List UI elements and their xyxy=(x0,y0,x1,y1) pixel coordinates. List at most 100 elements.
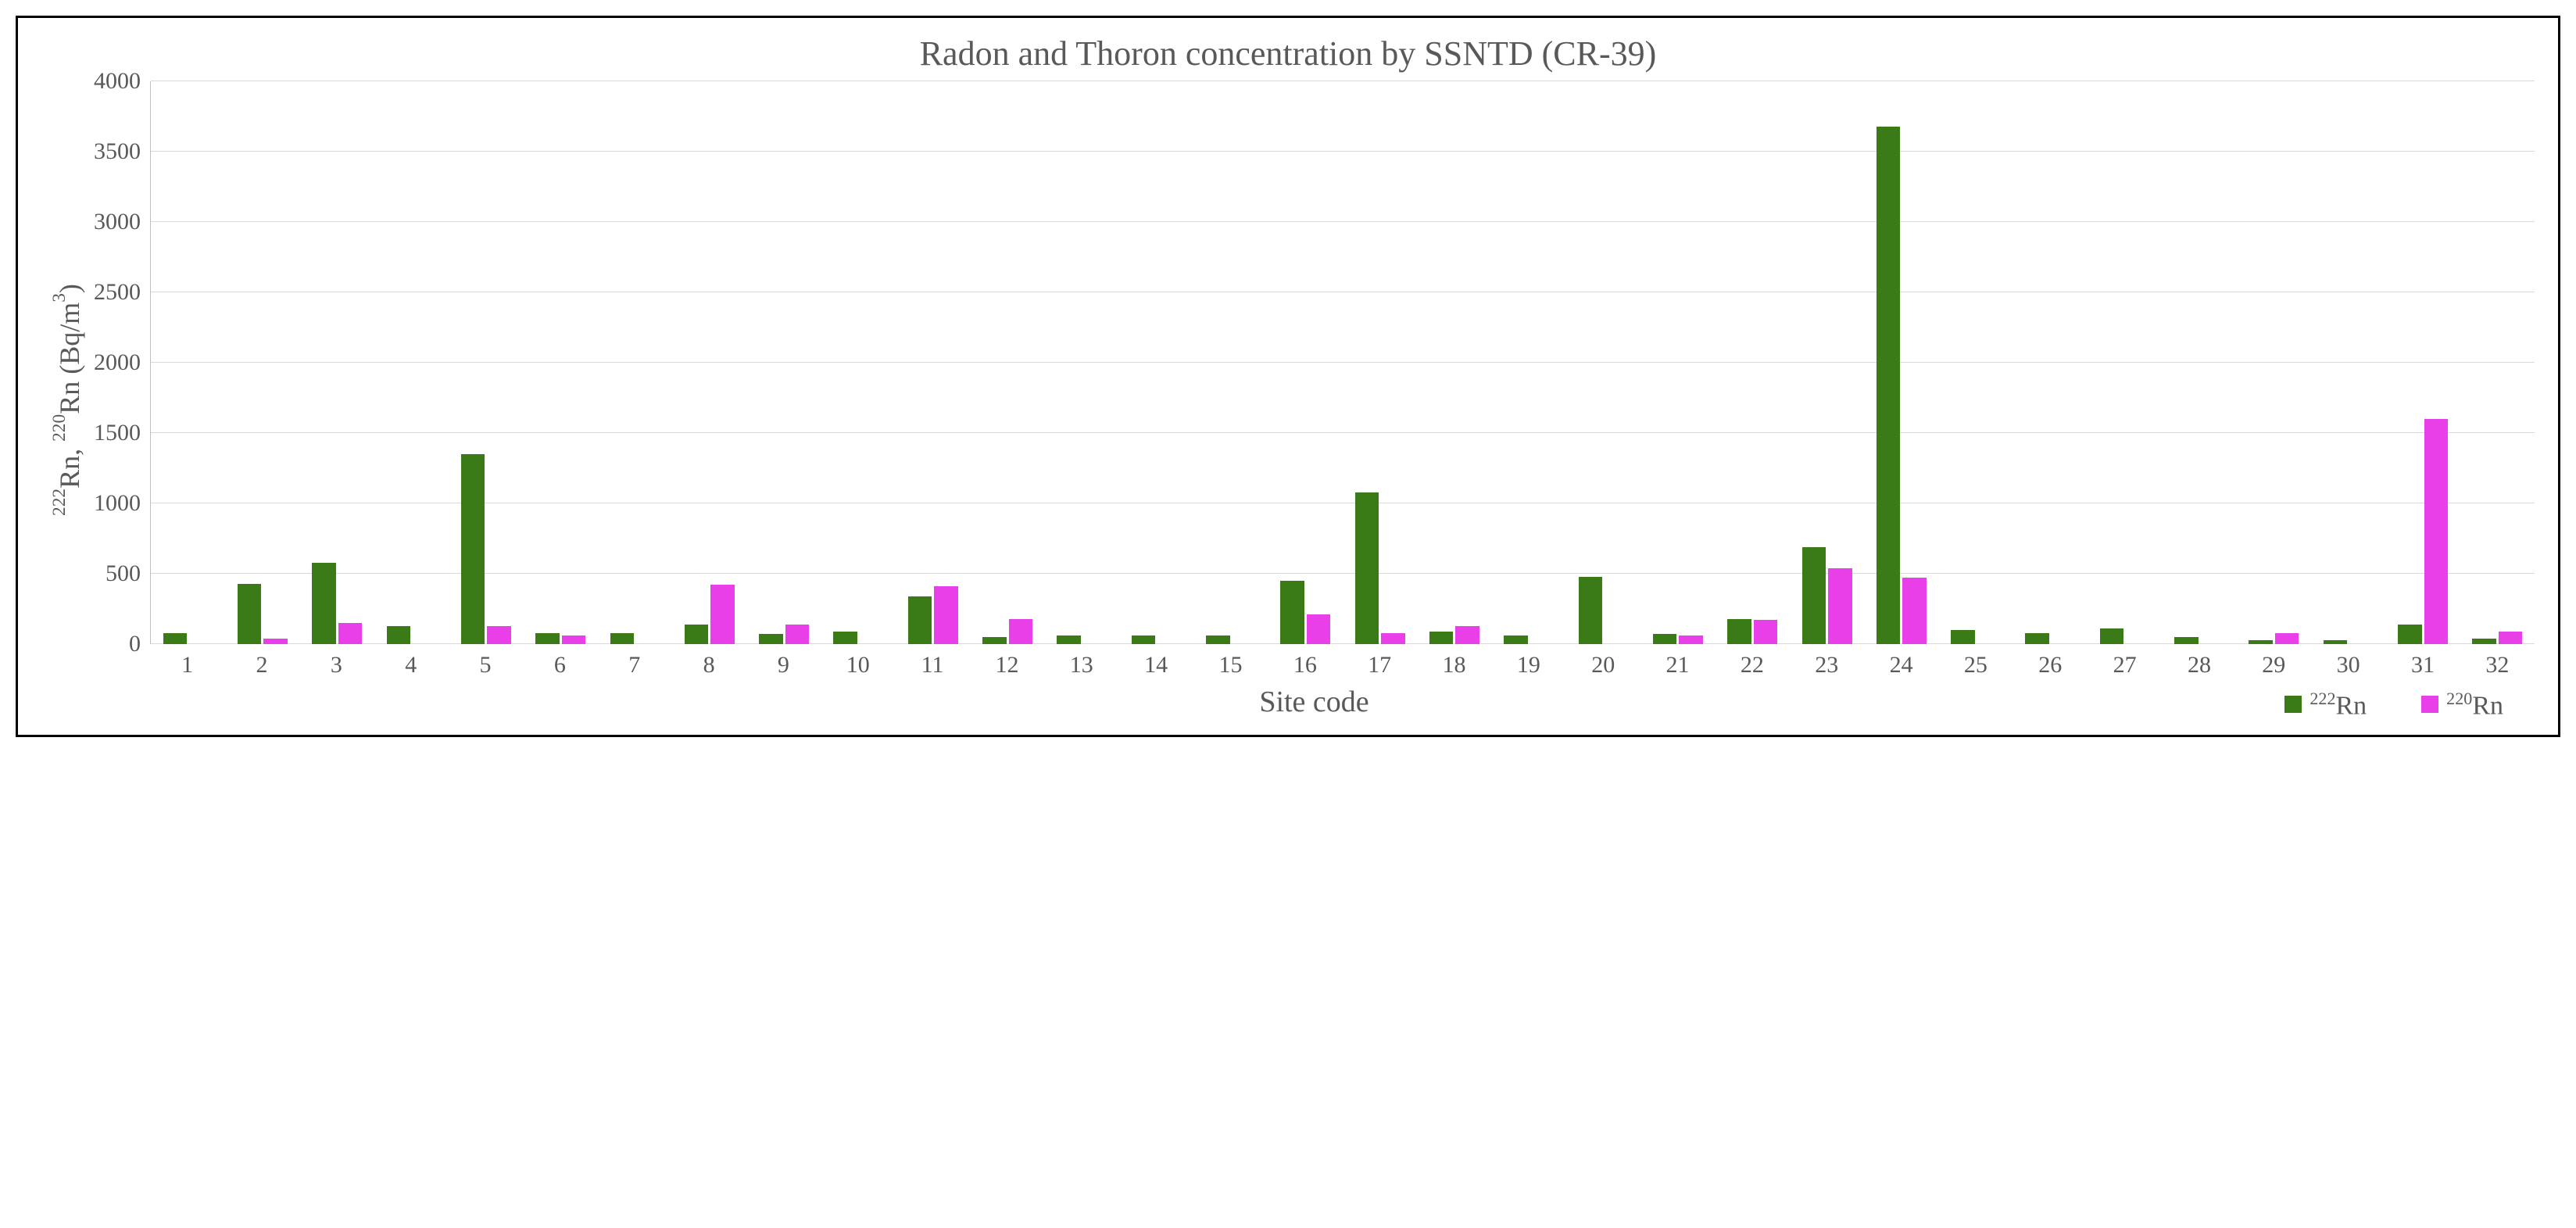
bar xyxy=(1902,578,1927,644)
x-tick: 3 xyxy=(299,652,374,678)
bar xyxy=(2499,632,2523,644)
bar xyxy=(2275,633,2299,644)
bar xyxy=(833,632,857,644)
bar xyxy=(610,633,635,644)
bar-group xyxy=(1417,81,1491,644)
legend-item: 220Rn xyxy=(2421,689,2503,721)
y-ticks: 40003500300025002000150010005000 xyxy=(94,81,150,644)
bar xyxy=(1828,568,1852,644)
x-tick: 12 xyxy=(970,652,1044,678)
x-tick: 10 xyxy=(821,652,895,678)
x-tick: 7 xyxy=(597,652,671,678)
bar-group xyxy=(1492,81,1566,644)
bar-group xyxy=(1864,81,1938,644)
x-tick: 18 xyxy=(1417,652,1491,678)
bar xyxy=(238,584,262,644)
bar xyxy=(982,637,1007,644)
x-tick: 5 xyxy=(448,652,522,678)
bar-group xyxy=(2237,81,2311,644)
x-tick: 17 xyxy=(1343,652,1417,678)
x-tick: 1 xyxy=(150,652,224,678)
x-tick: 31 xyxy=(2385,652,2460,678)
bar-group xyxy=(374,81,449,644)
bar xyxy=(2174,637,2199,644)
bar-group xyxy=(1640,81,1715,644)
legend-swatch xyxy=(2284,696,2302,713)
legend-item: 222Rn xyxy=(2284,689,2367,721)
legend-label: 222Rn xyxy=(2309,689,2367,721)
bar xyxy=(1455,626,1479,644)
bar xyxy=(2249,640,2273,644)
bar xyxy=(1280,581,1304,644)
bar xyxy=(685,625,709,644)
bar xyxy=(759,634,783,644)
x-ticks: 1234567891011121314151617181920212223242… xyxy=(94,652,2535,678)
x-tick: 24 xyxy=(1864,652,1938,678)
bar xyxy=(1009,619,1033,644)
x-tick: 27 xyxy=(2088,652,2162,678)
bar xyxy=(2025,633,2049,644)
bar-group xyxy=(1343,81,1417,644)
bar-group xyxy=(970,81,1044,644)
y-axis-label: 222Rn, 220Rn (Bq/m3) xyxy=(41,81,94,719)
bar-group xyxy=(1119,81,1193,644)
bar xyxy=(1754,620,1778,644)
bar xyxy=(2100,628,2124,644)
bar-group xyxy=(1268,81,1343,644)
legend-label: 220Rn xyxy=(2446,689,2503,721)
x-tick: 25 xyxy=(1938,652,2012,678)
bar xyxy=(2398,625,2422,644)
bar xyxy=(1381,633,1405,644)
bar-group xyxy=(2311,81,2385,644)
bar-group xyxy=(2162,81,2236,644)
x-tick: 15 xyxy=(1193,652,1268,678)
bar-group xyxy=(2013,81,2088,644)
chart-frame: Radon and Thoron concentration by SSNTD … xyxy=(16,16,2560,737)
x-axis-label: Site code xyxy=(94,685,2535,719)
x-tick: 20 xyxy=(1566,652,1640,678)
x-tick: 22 xyxy=(1715,652,1789,678)
bar xyxy=(1132,635,1156,644)
bar xyxy=(338,623,363,644)
bar-group xyxy=(821,81,896,644)
legend-swatch xyxy=(2421,696,2438,713)
bar-group xyxy=(225,81,299,644)
x-tick: 28 xyxy=(2162,652,2236,678)
y-label-end: ) xyxy=(54,285,85,294)
x-tick: 26 xyxy=(2013,652,2088,678)
bar-group xyxy=(672,81,746,644)
bar-group xyxy=(1045,81,1119,644)
bar-group xyxy=(300,81,374,644)
y-label-mid2: Rn (Bq/m xyxy=(54,303,85,414)
bar xyxy=(1504,635,1528,644)
bar xyxy=(387,626,411,644)
x-tick: 13 xyxy=(1044,652,1118,678)
x-tick: 14 xyxy=(1118,652,1193,678)
y-label-sup-220: 220 xyxy=(49,414,70,442)
plot-wrapper: 40003500300025002000150010005000 12 34567… xyxy=(94,81,2535,719)
bar xyxy=(934,586,958,644)
bar-group xyxy=(1790,81,1864,644)
bar-group xyxy=(1939,81,2013,644)
bar xyxy=(1951,630,1975,644)
x-tick: 6 xyxy=(523,652,597,678)
bar-group xyxy=(1716,81,1790,644)
bar xyxy=(1877,127,1901,644)
x-tick: 32 xyxy=(2460,652,2535,678)
bar-group xyxy=(151,81,225,644)
bar xyxy=(1653,634,1677,644)
x-tick: 29 xyxy=(2237,652,2311,678)
x-tick: 11 xyxy=(895,652,969,678)
bar xyxy=(1579,577,1603,644)
x-tick: 19 xyxy=(1491,652,1565,678)
bar-group xyxy=(449,81,523,644)
bar xyxy=(263,639,288,644)
chart-title: Radon and Thoron concentration by SSNTD … xyxy=(41,34,2535,73)
bar xyxy=(785,625,810,644)
x-tick: 16 xyxy=(1268,652,1342,678)
bar-group xyxy=(2385,81,2460,644)
x-tick: 4 xyxy=(374,652,448,678)
bar xyxy=(562,635,586,644)
bar xyxy=(2472,639,2496,644)
bar-group xyxy=(1193,81,1268,644)
